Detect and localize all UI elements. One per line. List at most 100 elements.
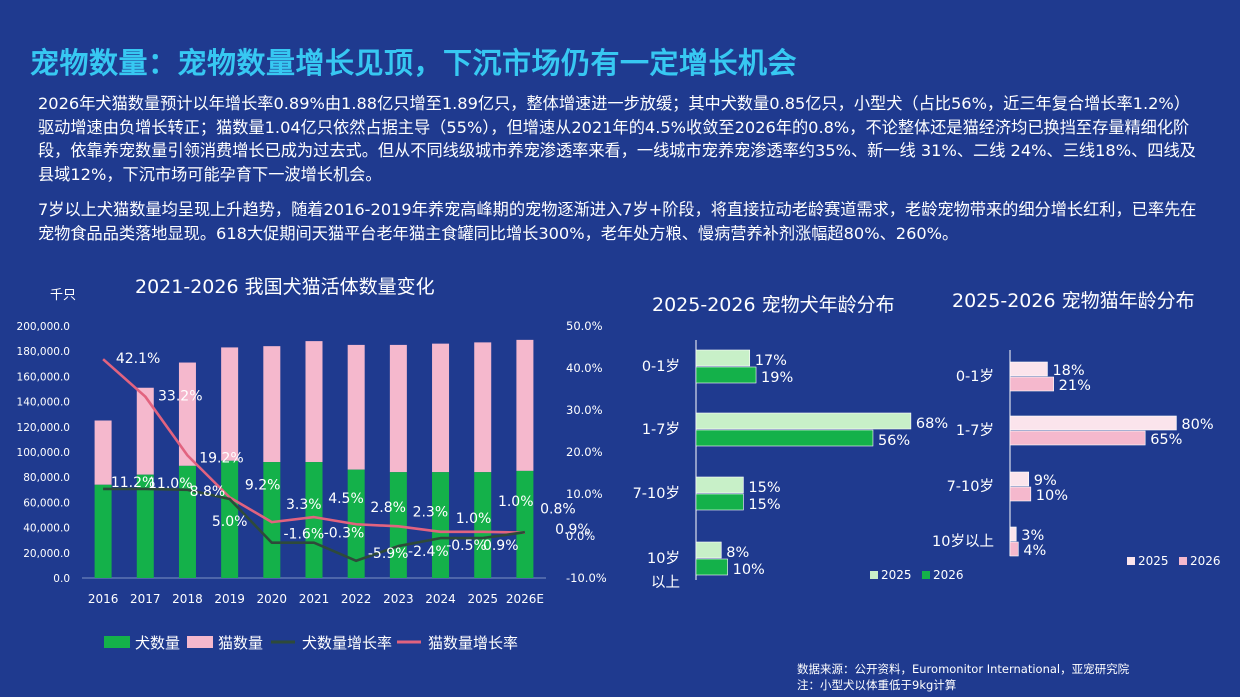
data-label: 3% xyxy=(1021,528,1044,544)
legend-swatch xyxy=(187,636,213,648)
data-label: 4% xyxy=(1023,543,1046,559)
cat-bar xyxy=(221,347,239,461)
bar-2025 xyxy=(1009,361,1048,377)
dog-bar xyxy=(474,472,492,578)
data-label: 0.9% xyxy=(483,538,519,554)
data-label: 56% xyxy=(878,433,910,449)
x-tick-label: 2023 xyxy=(383,592,414,606)
y2-tick-label: 0.0% xyxy=(566,529,595,543)
dog-bar xyxy=(263,462,281,578)
bar-2025 xyxy=(695,476,744,494)
bar-2025 xyxy=(695,349,751,367)
cat-bar xyxy=(305,341,323,463)
legend-swatch xyxy=(104,636,130,648)
bar-2026 xyxy=(1009,430,1146,446)
legend-label: 犬数量 xyxy=(135,634,180,652)
dog-bar xyxy=(178,465,196,578)
main-chart-title: 2021-2026 我国犬猫活体数量变化 xyxy=(135,276,435,298)
x-tick-label: 2016 xyxy=(88,592,119,606)
cat-bar xyxy=(136,387,154,475)
category-label: 7-10岁 xyxy=(633,485,680,502)
data-label: 15% xyxy=(748,480,780,496)
data-label: 9.2% xyxy=(245,477,281,493)
x-tick-label: 2017 xyxy=(130,592,161,606)
legend-label: 犬数量增长率 xyxy=(302,634,392,652)
data-label: 19.2% xyxy=(199,450,243,466)
y-tick-label: 140,000.0 xyxy=(17,397,70,409)
category-label: 以上 xyxy=(651,574,680,591)
dog-bar xyxy=(221,460,239,578)
bar-2025 xyxy=(1009,415,1177,431)
bar-2025 xyxy=(1009,526,1017,542)
data-label: 19% xyxy=(761,370,793,386)
category-label: 1-7岁 xyxy=(956,422,994,439)
data-label: 3.3% xyxy=(286,497,322,513)
y-tick-label: 0.0 xyxy=(53,573,70,585)
y-tick-label: 160,000.0 xyxy=(17,371,70,383)
data-label: 65% xyxy=(1150,432,1182,448)
legend-swatch xyxy=(870,571,878,579)
data-label: 10% xyxy=(733,562,765,578)
y2-tick-label: 20.0% xyxy=(566,445,603,459)
data-label: -0.5% xyxy=(446,538,487,554)
data-label: 1.0% xyxy=(456,511,492,527)
y-tick-label: 20,000.0 xyxy=(23,548,70,560)
data-label: 11.2% xyxy=(111,475,155,491)
cat-bar xyxy=(389,344,407,473)
data-label: 11.0% xyxy=(148,476,192,492)
x-tick-label: 2019 xyxy=(214,592,245,606)
bar-2026 xyxy=(1009,541,1019,557)
y-tick-label: 40,000.0 xyxy=(23,523,70,535)
legend-swatch xyxy=(1127,557,1135,565)
bar-2026 xyxy=(695,493,744,511)
data-label: -5.9% xyxy=(368,546,409,562)
x-tick-label: 2022 xyxy=(341,592,372,606)
cat-age-chart-title: 2025-2026 宠物猫年龄分布 xyxy=(952,290,1195,312)
data-label: 18% xyxy=(1052,363,1084,379)
bar-2026 xyxy=(1009,486,1032,502)
legend-label: 2025 xyxy=(881,568,912,582)
cat-bar xyxy=(474,342,492,473)
data-label: -0.3% xyxy=(324,526,365,542)
x-tick-label: 2020 xyxy=(257,592,288,606)
cat-bar xyxy=(178,362,196,466)
bar-2026 xyxy=(695,366,757,384)
y2-tick-label: -10.0% xyxy=(566,571,607,585)
data-label: 21% xyxy=(1059,378,1091,394)
x-tick-label: 2018 xyxy=(172,592,203,606)
x-tick-label: 2025 xyxy=(467,592,498,606)
dog-bar xyxy=(136,474,154,578)
bar-2025 xyxy=(695,412,912,430)
summary-paragraph-2: 7岁以上犬猫数量均呈现上升趋势，随着2016-2019年养宠高峰期的宠物逐渐进入… xyxy=(38,200,1197,243)
y-tick-label: 100,000.0 xyxy=(17,447,70,459)
legend-label: 2026 xyxy=(1190,554,1221,568)
data-label: 4.5% xyxy=(328,491,364,507)
dog-age-chart-title: 2025-2026 宠物犬年龄分布 xyxy=(652,294,895,316)
data-label: 42.1% xyxy=(116,351,160,367)
data-label: 1.0% xyxy=(498,494,534,510)
y-axis-unit: 千只 xyxy=(50,288,77,303)
data-label: 80% xyxy=(1181,417,1213,433)
data-label: 10% xyxy=(1036,488,1068,504)
x-tick-label: 2024 xyxy=(425,592,456,606)
category-label: 0-1岁 xyxy=(956,368,994,385)
dog-bar xyxy=(516,470,534,578)
category-label: 1-7岁 xyxy=(642,421,680,438)
legend-label: 猫数量 xyxy=(218,634,263,652)
bar-2026 xyxy=(1009,376,1054,392)
dog-growth-line xyxy=(103,487,526,563)
legend-swatch xyxy=(1179,557,1187,565)
data-label: 5.0% xyxy=(212,514,248,530)
y2-tick-label: 10.0% xyxy=(566,487,603,501)
data-label: 8% xyxy=(726,545,749,561)
data-label: 0.9% xyxy=(555,522,591,538)
dog-bar xyxy=(432,472,450,578)
cat-bar xyxy=(263,346,281,463)
cat-growth-line xyxy=(102,358,525,534)
cat-bar xyxy=(94,420,112,485)
legend-label: 2025 xyxy=(1138,554,1169,568)
page-title: 宠物数量：宠物数量增长见顶，下沉市场仍有一定增长机会 xyxy=(30,46,798,80)
data-source-note: 数据来源：公开资料，Euromonitor International，亚宠研究… xyxy=(797,662,1130,676)
data-label: 33.2% xyxy=(158,389,202,405)
